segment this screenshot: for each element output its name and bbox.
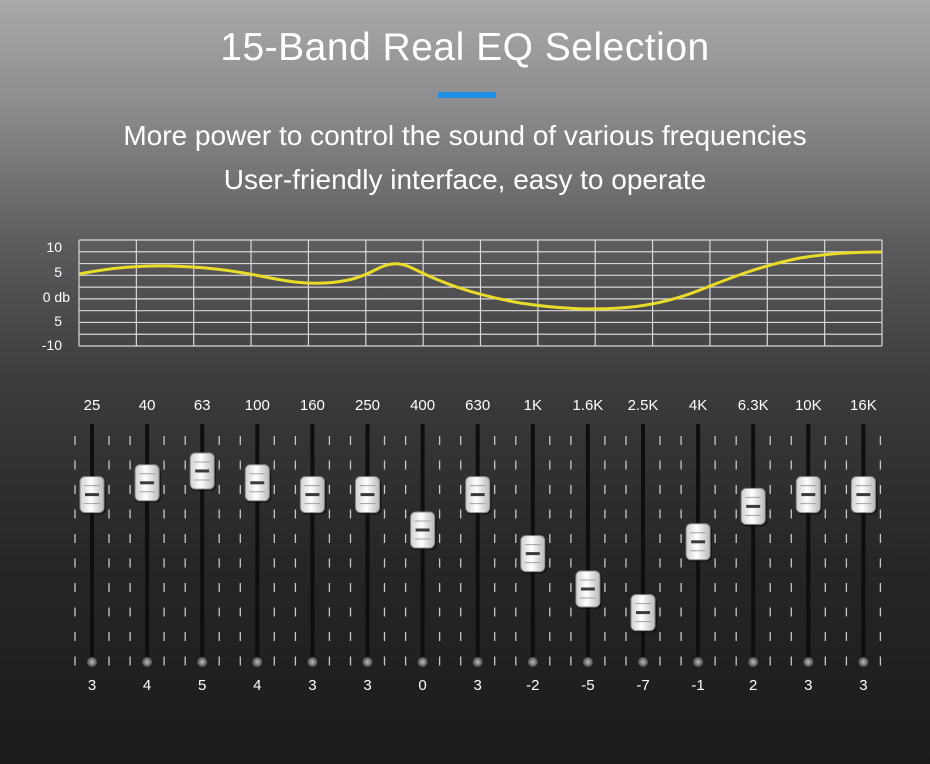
eq-slider-end-dot xyxy=(582,657,593,667)
eq-band-value-label: 4 xyxy=(142,677,152,694)
eq-slider-end-dot xyxy=(858,657,869,667)
eq-slider-end-dot xyxy=(417,657,428,667)
eq-response-graph xyxy=(78,239,883,347)
eq-slider-track[interactable] xyxy=(861,424,866,664)
eq-slider-end-dot xyxy=(638,657,648,667)
eq-slider-knob-2-5k[interactable] xyxy=(630,594,657,633)
eq-band-frequency-label: 400 xyxy=(410,397,436,414)
eq-slider-end-dot xyxy=(527,657,538,667)
eq-slider-track[interactable] xyxy=(90,424,94,664)
eq-slider-track[interactable] xyxy=(310,424,315,664)
eq-band-value-label: 4 xyxy=(253,677,262,694)
eq-slider-track[interactable] xyxy=(200,424,205,664)
eq-slider-end-dot xyxy=(87,657,97,667)
eq-slider-knob-250[interactable] xyxy=(355,476,382,515)
eq-band-frequency-label: 16K xyxy=(850,397,877,414)
graph-y-label-minus-10: -10 xyxy=(41,337,62,353)
eq-slider-end-dot xyxy=(748,657,759,667)
eq-slider-knob-4k[interactable] xyxy=(685,523,713,562)
eq-slider-track[interactable] xyxy=(585,424,590,664)
eq-band-frequency-label: 4K xyxy=(688,397,708,414)
subtitle-line-1: More power to control the sound of vario… xyxy=(123,120,807,151)
eq-slider-knob-16k[interactable] xyxy=(850,476,878,515)
eq-band-value-label: 5 xyxy=(198,677,207,694)
eq-slider-knob-630[interactable] xyxy=(465,476,492,515)
eq-slider-track[interactable] xyxy=(475,424,480,664)
eq-slider-end-dot xyxy=(472,657,483,667)
eq-slider-track[interactable] xyxy=(145,424,150,664)
eq-band-frequency-label: 40 xyxy=(138,397,156,414)
eq-band-frequency-label: 63 xyxy=(193,397,211,414)
graph-grid xyxy=(78,239,883,347)
eq-band-frequency-label: 100 xyxy=(244,397,270,414)
eq-slider-end-dot xyxy=(142,657,153,667)
eq-slider-track[interactable] xyxy=(806,424,811,664)
eq-slider-end-dot xyxy=(252,657,263,667)
eq-band-frequency-label: 250 xyxy=(354,397,381,414)
eq-slider-knob-25[interactable] xyxy=(79,476,106,515)
eq-slider-track[interactable] xyxy=(255,424,260,664)
subtitle-line-2: User-friendly interface, easy to operate xyxy=(223,164,707,195)
eq-band-value-label: 3 xyxy=(473,677,482,694)
equalizer-panel xyxy=(74,424,882,667)
graph-y-label-5: 5 xyxy=(54,264,62,280)
eq-band-value-label: -1 xyxy=(691,677,705,694)
eq-slider-knob-63[interactable] xyxy=(189,452,217,491)
eq-slider-track[interactable] xyxy=(641,424,645,664)
eq-band-value-label: 3 xyxy=(87,677,97,694)
eq-slider-knob-6-3k[interactable] xyxy=(740,487,768,527)
eq-band-frequency-label: 10K xyxy=(794,397,822,414)
eq-slider-knob-1k[interactable] xyxy=(520,535,547,574)
eq-slider-knob-10k[interactable] xyxy=(795,476,823,515)
eq-band-frequency-label: 1K xyxy=(523,397,542,414)
eq-band-value-label: 3 xyxy=(859,677,868,694)
eq-slider-track[interactable] xyxy=(365,424,370,664)
eq-slider-knob-160[interactable] xyxy=(299,476,327,515)
eq-slider-knob-400[interactable] xyxy=(410,511,437,550)
graph-y-label-10: 10 xyxy=(46,239,62,255)
eq-slider-track[interactable] xyxy=(751,424,756,664)
eq-slider-knob-40[interactable] xyxy=(134,464,162,503)
eq-slider-end-dot xyxy=(803,657,814,667)
eq-slider-knob-1-6k[interactable] xyxy=(575,570,602,609)
eq-band-frequency-label: 630 xyxy=(465,397,491,414)
page-title: 15-Band Real EQ Selection xyxy=(220,26,710,69)
eq-band-frequency-label: 25 xyxy=(83,397,101,414)
eq-band-value-label: 3 xyxy=(308,677,317,694)
eq-slider-end-dot xyxy=(307,657,318,667)
eq-band-value-label: 3 xyxy=(804,677,813,694)
title-accent-bar xyxy=(438,92,496,98)
eq-band-frequency-label: 2.5K xyxy=(627,397,659,414)
eq-slider-knob-100[interactable] xyxy=(244,464,272,503)
eq-band-value-label: -2 xyxy=(526,677,540,694)
graph-y-label-0db: 0 db xyxy=(42,289,70,305)
eq-band-value-label: -7 xyxy=(636,677,650,694)
eq-band-frequency-label: 160 xyxy=(299,397,325,414)
eq-slider-end-dot xyxy=(197,657,208,667)
eq-band-value-label: 2 xyxy=(749,677,758,694)
eq-band-frequency-label: 6.3K xyxy=(737,397,769,414)
eq-band-frequency-label: 1.6K xyxy=(572,397,604,414)
eq-band-value-label: 3 xyxy=(363,677,372,694)
eq-band-value-label: -5 xyxy=(581,677,595,694)
graph-y-label-minus-5: 5 xyxy=(54,313,62,329)
eq-band-value-label: 0 xyxy=(418,677,427,694)
eq-slider-end-dot xyxy=(693,657,704,667)
eq-response-curve xyxy=(78,250,883,311)
eq-slider-end-dot xyxy=(362,657,373,667)
